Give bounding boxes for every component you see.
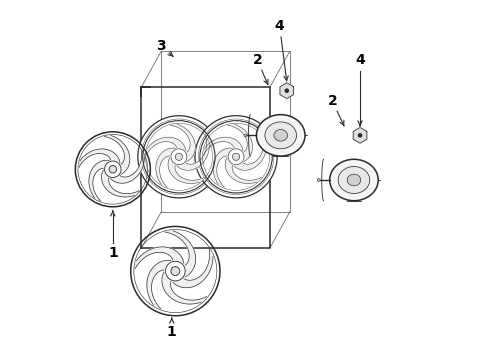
Circle shape <box>285 89 289 92</box>
Polygon shape <box>234 139 267 170</box>
Circle shape <box>109 166 117 173</box>
Polygon shape <box>162 272 207 304</box>
Text: 2: 2 <box>253 53 262 67</box>
Polygon shape <box>147 260 171 309</box>
Circle shape <box>232 153 240 161</box>
Polygon shape <box>171 124 196 162</box>
Polygon shape <box>280 83 294 99</box>
Polygon shape <box>203 137 243 155</box>
Polygon shape <box>213 148 232 187</box>
Polygon shape <box>228 124 252 162</box>
Polygon shape <box>135 247 184 269</box>
Polygon shape <box>111 151 145 183</box>
Text: 3: 3 <box>156 39 166 53</box>
Polygon shape <box>177 139 209 170</box>
Text: 1: 1 <box>108 246 118 260</box>
Circle shape <box>171 267 180 275</box>
Text: 4: 4 <box>275 19 285 33</box>
Circle shape <box>195 116 277 198</box>
Polygon shape <box>101 170 139 197</box>
Polygon shape <box>146 137 186 155</box>
Polygon shape <box>165 231 196 277</box>
Polygon shape <box>173 249 213 288</box>
Circle shape <box>175 153 183 161</box>
Ellipse shape <box>317 179 320 181</box>
Ellipse shape <box>265 122 296 149</box>
Ellipse shape <box>330 159 378 201</box>
Polygon shape <box>225 158 261 184</box>
Text: 1: 1 <box>167 325 176 339</box>
Polygon shape <box>156 148 175 187</box>
Ellipse shape <box>244 134 247 136</box>
Ellipse shape <box>347 174 361 186</box>
Polygon shape <box>89 160 109 201</box>
Polygon shape <box>353 127 367 143</box>
Circle shape <box>138 116 220 198</box>
Ellipse shape <box>338 167 370 193</box>
Text: 2: 2 <box>328 94 338 108</box>
Polygon shape <box>168 158 204 184</box>
Circle shape <box>359 134 362 137</box>
Text: 4: 4 <box>355 53 365 67</box>
Polygon shape <box>104 135 130 174</box>
Ellipse shape <box>256 114 305 156</box>
Ellipse shape <box>274 130 288 141</box>
Polygon shape <box>79 149 120 167</box>
